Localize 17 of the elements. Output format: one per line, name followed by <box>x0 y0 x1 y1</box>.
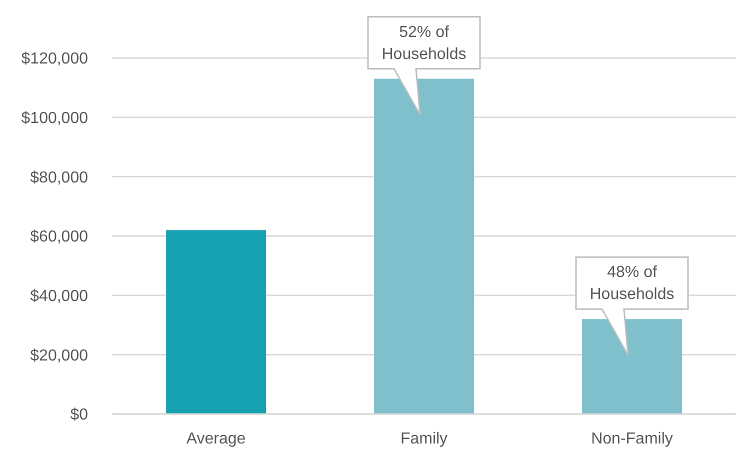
x-tick-label: Non-Family <box>591 430 673 448</box>
y-tick-label: $20,000 <box>30 347 88 364</box>
y-tick-label: $100,000 <box>21 110 88 128</box>
annotation: 48% of Households <box>590 264 674 304</box>
annotation: 52% of Households <box>382 24 466 63</box>
bar <box>582 319 682 414</box>
x-tick-label: Average <box>186 430 246 448</box>
bar <box>166 230 266 414</box>
y-tick-label: $60,000 <box>30 228 88 246</box>
y-tick-label: $0 <box>70 406 88 424</box>
x-tick-label: Family <box>400 430 448 448</box>
bar <box>374 78 474 414</box>
callout-box: 48% of Households <box>575 256 689 356</box>
callout-box: 52% of Households <box>367 16 481 116</box>
y-tick-label: $120,000 <box>21 50 88 68</box>
y-tick-label: $80,000 <box>30 169 88 186</box>
y-tick-label: $40,000 <box>30 288 88 306</box>
